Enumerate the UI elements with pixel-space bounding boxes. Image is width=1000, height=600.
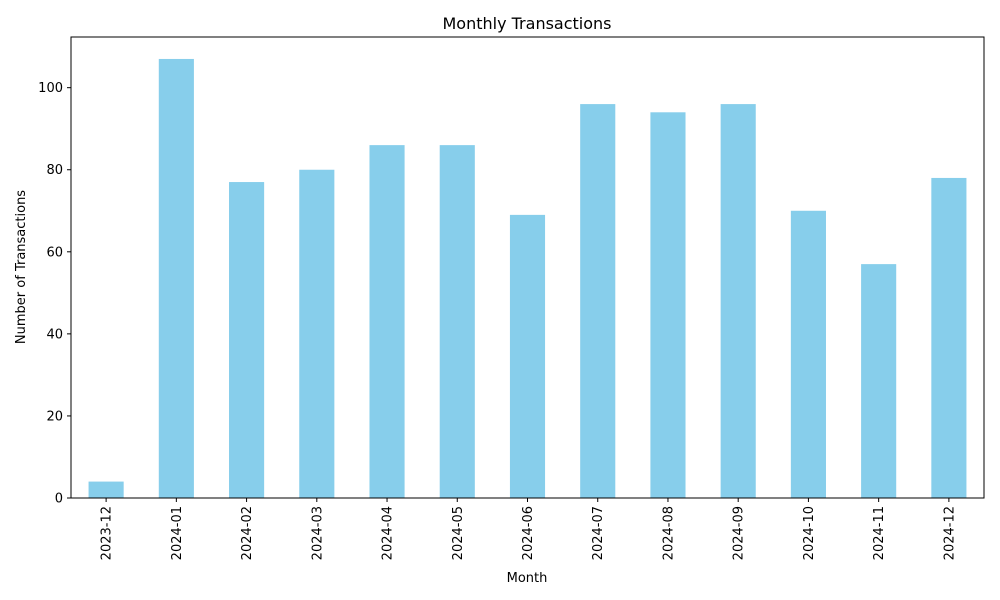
y-tick-label: 100 [38,81,63,96]
x-axis-label: Month [507,571,548,586]
bar-2024-04 [369,145,405,498]
y-axis: 0 20 40 60 80 100 [38,81,71,507]
bar-2024-10 [790,210,826,498]
y-tick-label: 20 [46,409,63,424]
bar-2024-01 [158,58,194,498]
bar-2024-11 [861,264,897,498]
bar-2024-05 [439,145,475,498]
x-tick-label: 2024-10 [802,506,817,560]
y-tick-label: 40 [46,327,63,342]
y-tick-label: 60 [46,245,63,260]
x-tick-label: 2024-12 [942,506,957,560]
bar-2023-12 [88,481,124,498]
plot-frame [70,36,985,499]
x-tick-label: 2023-12 [100,506,115,560]
bar-2024-12 [931,177,967,498]
y-axis-label: Number of Transactions [14,190,29,344]
x-tick-label: 2024-01 [170,506,185,560]
bar-2024-02 [229,182,265,498]
y-tick-label: 0 [55,492,63,507]
x-tick-label: 2024-09 [732,506,747,560]
bar-2024-09 [720,104,756,498]
bar-2024-08 [650,112,686,498]
bar-2024-07 [580,104,616,498]
y-tick-label: 80 [46,163,63,178]
x-tick-label: 2024-07 [591,506,606,560]
x-tick-label: 2024-11 [872,506,887,560]
x-tick-label: 2024-08 [661,506,676,560]
x-tick-label: 2024-04 [381,506,396,560]
x-tick-label: 2024-02 [240,506,255,560]
bar-2024-06 [509,214,546,498]
x-axis: 2023-12 2024-01 2024-02 2024-03 2024-04 2024-… [100,498,957,560]
chart-title: Monthly Transactions [442,14,611,33]
bars-group [88,58,967,498]
x-tick-label: 2024-03 [310,506,325,560]
x-tick-label: 2024-05 [451,506,466,560]
bar-2024-03 [299,169,335,498]
x-tick-label: 2024-06 [521,506,536,560]
